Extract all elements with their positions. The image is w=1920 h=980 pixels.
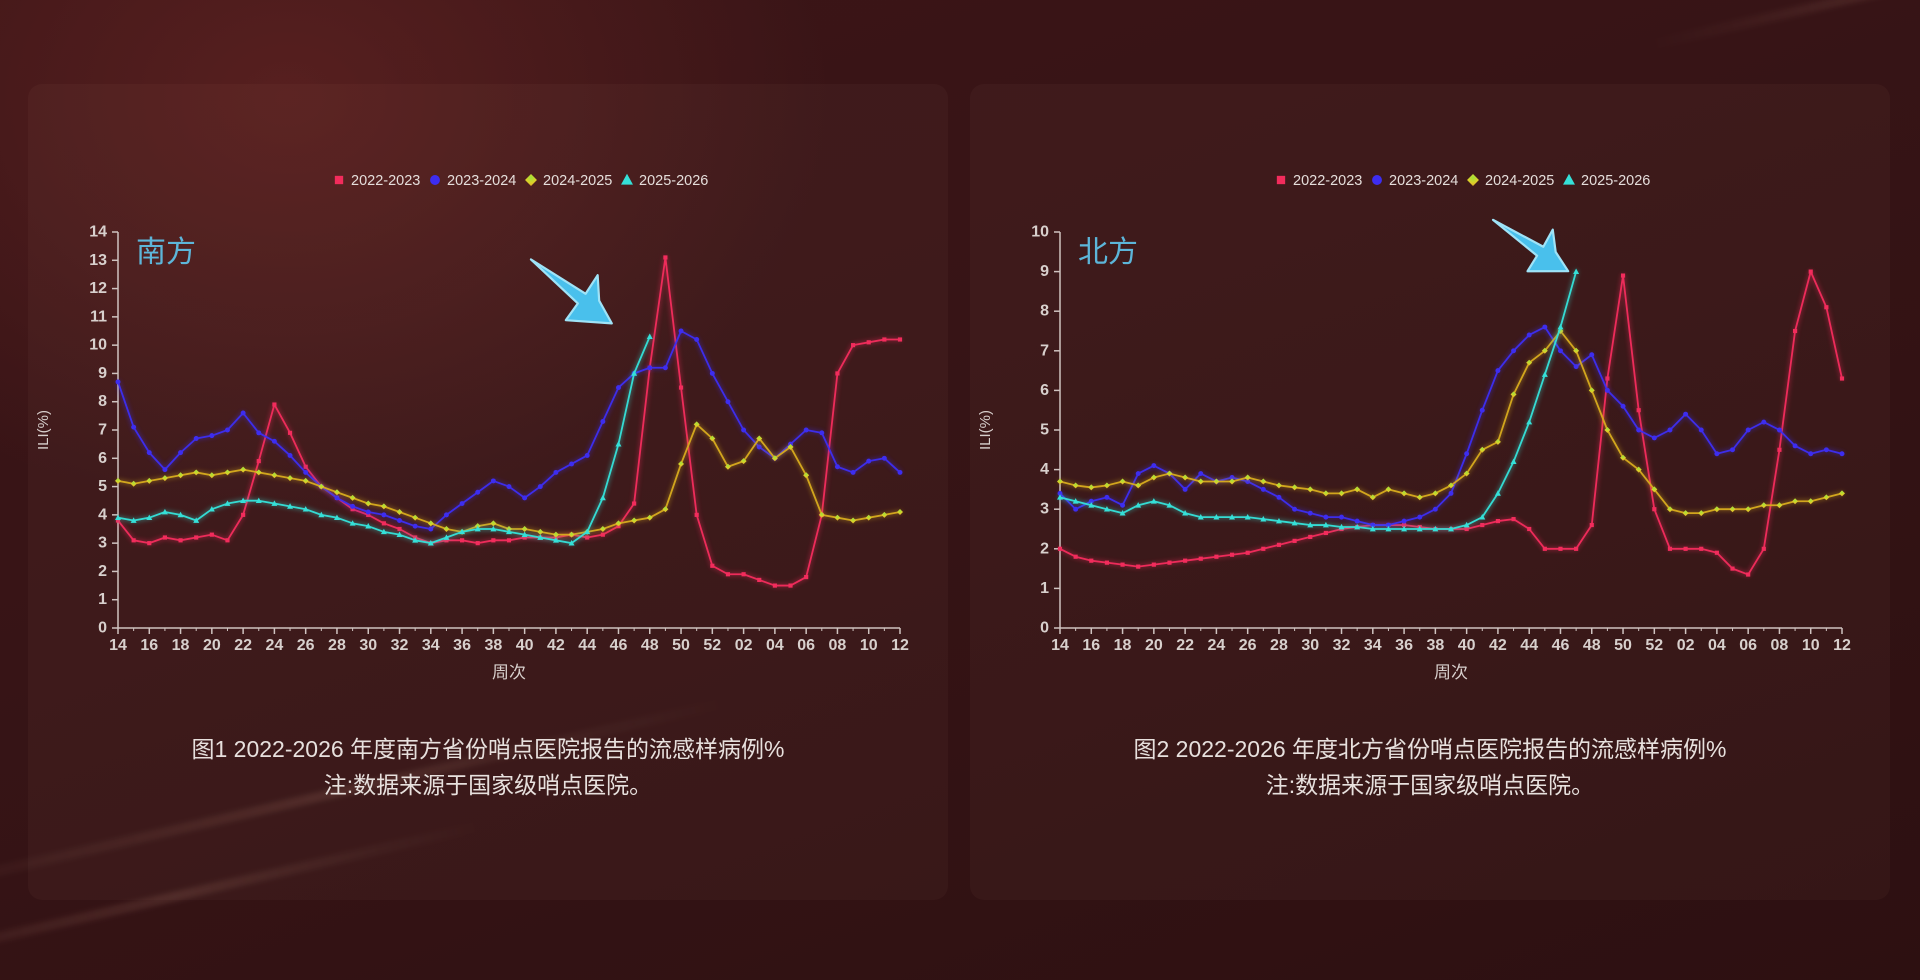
svg-text:14: 14 xyxy=(89,224,107,241)
svg-text:24: 24 xyxy=(266,637,284,654)
svg-text:2023-2024: 2023-2024 xyxy=(447,173,516,189)
svg-text:36: 36 xyxy=(453,637,471,654)
svg-text:40: 40 xyxy=(516,637,534,654)
svg-text:48: 48 xyxy=(1583,637,1601,654)
svg-text:0: 0 xyxy=(1040,620,1049,637)
svg-text:44: 44 xyxy=(1520,637,1538,654)
svg-text:04: 04 xyxy=(1708,637,1726,654)
svg-text:16: 16 xyxy=(140,637,158,654)
svg-text:38: 38 xyxy=(1426,637,1444,654)
svg-text:4: 4 xyxy=(98,506,107,523)
svg-text:26: 26 xyxy=(297,637,315,654)
svg-text:40: 40 xyxy=(1458,637,1476,654)
svg-text:26: 26 xyxy=(1239,637,1257,654)
svg-text:30: 30 xyxy=(1301,637,1319,654)
svg-text:28: 28 xyxy=(328,637,346,654)
svg-text:2025-2026: 2025-2026 xyxy=(639,173,708,189)
svg-text:2: 2 xyxy=(1040,540,1049,557)
svg-text:36: 36 xyxy=(1395,637,1413,654)
svg-text:1: 1 xyxy=(1040,580,1049,597)
svg-text:52: 52 xyxy=(703,637,721,654)
svg-text:48: 48 xyxy=(641,637,659,654)
svg-text:22: 22 xyxy=(234,637,252,654)
svg-text:2025-2026: 2025-2026 xyxy=(1581,173,1650,189)
svg-text:20: 20 xyxy=(1145,637,1163,654)
svg-text:2022-2023: 2022-2023 xyxy=(1293,173,1362,189)
svg-text:04: 04 xyxy=(766,637,784,654)
svg-text:12: 12 xyxy=(89,280,107,297)
svg-text:7: 7 xyxy=(1040,342,1049,359)
svg-text:3: 3 xyxy=(98,535,107,552)
svg-text:2023-2024: 2023-2024 xyxy=(1389,173,1458,189)
svg-text:南方: 南方 xyxy=(136,236,196,269)
svg-text:2024-2025: 2024-2025 xyxy=(1485,173,1554,189)
svg-text:52: 52 xyxy=(1645,637,1663,654)
svg-text:8: 8 xyxy=(1040,303,1049,320)
svg-text:2: 2 xyxy=(98,563,107,580)
svg-text:14: 14 xyxy=(109,637,127,654)
svg-text:9: 9 xyxy=(1040,263,1049,280)
svg-text:44: 44 xyxy=(578,637,596,654)
svg-text:38: 38 xyxy=(484,637,502,654)
svg-text:06: 06 xyxy=(1739,637,1757,654)
svg-text:10: 10 xyxy=(89,337,107,354)
svg-text:06: 06 xyxy=(797,637,815,654)
svg-text:ILI(%): ILI(%) xyxy=(977,410,994,450)
svg-text:18: 18 xyxy=(172,637,190,654)
svg-text:1: 1 xyxy=(98,591,107,608)
svg-text:16: 16 xyxy=(1082,637,1100,654)
svg-text:34: 34 xyxy=(1364,637,1382,654)
svg-text:12: 12 xyxy=(1833,637,1851,654)
svg-text:周次: 周次 xyxy=(1434,663,1468,682)
svg-text:22: 22 xyxy=(1176,637,1194,654)
svg-text:50: 50 xyxy=(672,637,690,654)
svg-text:10: 10 xyxy=(1802,637,1820,654)
svg-text:32: 32 xyxy=(1333,637,1351,654)
svg-text:08: 08 xyxy=(829,637,847,654)
svg-text:9: 9 xyxy=(98,365,107,382)
svg-text:13: 13 xyxy=(89,252,107,269)
svg-text:北方: 北方 xyxy=(1078,236,1138,269)
svg-text:50: 50 xyxy=(1614,637,1632,654)
svg-text:08: 08 xyxy=(1771,637,1789,654)
svg-text:32: 32 xyxy=(391,637,409,654)
svg-text:ILI(%): ILI(%) xyxy=(35,410,52,450)
svg-text:46: 46 xyxy=(1552,637,1570,654)
svg-text:42: 42 xyxy=(1489,637,1507,654)
svg-text:24: 24 xyxy=(1208,637,1226,654)
svg-text:12: 12 xyxy=(891,637,909,654)
svg-text:5: 5 xyxy=(1040,422,1049,439)
svg-text:11: 11 xyxy=(90,308,107,325)
svg-text:46: 46 xyxy=(610,637,628,654)
svg-text:7: 7 xyxy=(98,422,107,439)
svg-text:0: 0 xyxy=(98,620,107,637)
svg-text:30: 30 xyxy=(359,637,377,654)
svg-text:6: 6 xyxy=(98,450,107,467)
svg-text:34: 34 xyxy=(422,637,440,654)
svg-text:20: 20 xyxy=(203,637,221,654)
svg-text:2024-2025: 2024-2025 xyxy=(543,173,612,189)
svg-text:42: 42 xyxy=(547,637,565,654)
svg-text:5: 5 xyxy=(98,478,107,495)
svg-text:28: 28 xyxy=(1270,637,1288,654)
svg-text:02: 02 xyxy=(1677,637,1695,654)
svg-text:18: 18 xyxy=(1114,637,1132,654)
svg-text:10: 10 xyxy=(860,637,878,654)
svg-text:14: 14 xyxy=(1051,637,1069,654)
svg-text:10: 10 xyxy=(1031,224,1049,241)
svg-text:2022-2023: 2022-2023 xyxy=(351,173,420,189)
svg-text:周次: 周次 xyxy=(492,663,526,682)
svg-text:8: 8 xyxy=(98,393,107,410)
svg-text:3: 3 xyxy=(1040,501,1049,518)
svg-text:02: 02 xyxy=(735,637,753,654)
svg-text:4: 4 xyxy=(1040,461,1049,478)
svg-text:6: 6 xyxy=(1040,382,1049,399)
